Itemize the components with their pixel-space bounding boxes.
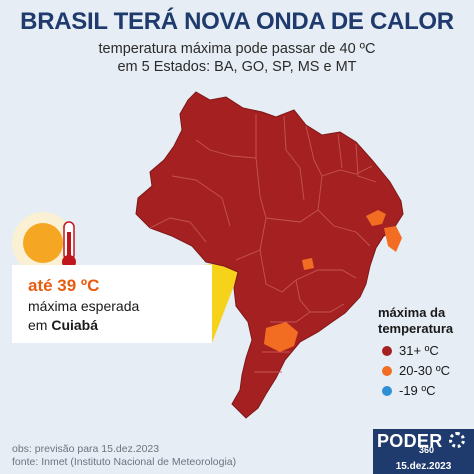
sun-icon [12,212,74,274]
thermometer-icon [62,221,76,269]
legend-label-cool: -19 ºC [399,383,436,398]
callout-line-3-prefix: em [28,317,48,333]
subtitle: temperatura máxima pode passar de 40 ºC … [0,40,474,76]
state-borders [149,114,377,373]
subtitle-line-1: temperatura máxima pode passar de 40 ºC [98,41,376,57]
legend-item-hot: 31+ ºC [382,343,439,358]
warm-areas [264,210,402,352]
legend: máxima da temperatura 31+ ºC 20-30 ºC -1… [378,305,474,398]
legend-item-cool: -19 ºC [382,383,436,398]
callout-pointer [203,262,243,343]
callout-city: Cuiabá [51,317,99,333]
legend-label-warm: 20-30 ºC [399,363,450,378]
brazil-shape [135,91,404,419]
logo-number: 360 [419,445,435,455]
legend-item-warm: 20-30 ºC [382,363,450,378]
callout-highlight: até 39 ºC [28,276,100,295]
logo-name: PODER [377,431,443,451]
legend-title-line-2: temperatura [378,321,454,336]
page-title: BRASIL TERÁ NOVA ONDA DE CALOR [20,8,454,35]
subtitle-line-2: em 5 Estados: BA, GO, SP, MS e MT [117,59,357,75]
cuiaba-callout: até 39 ºC máxima esperada em Cuiabá [12,265,212,343]
legend-dot-cool [382,386,392,396]
legend-dot-hot [382,346,392,356]
date-badge: 15.dez.2023 [373,460,474,474]
callout-line-3: em Cuiabá [28,317,98,333]
legend-label-hot: 31+ ºC [399,343,439,358]
legend-title-line-1: máxima da [378,305,446,320]
poder360-logo: PODER 360 [373,429,474,474]
legend-dot-warm [382,366,392,376]
footer-obs: obs: previsão para 15.dez.2023 [12,443,160,455]
footer-source: fonte: Inmet (Instituto Nacional de Mete… [12,456,237,468]
logo-ring-icon [449,432,465,448]
callout-line-2: máxima esperada [28,298,140,314]
